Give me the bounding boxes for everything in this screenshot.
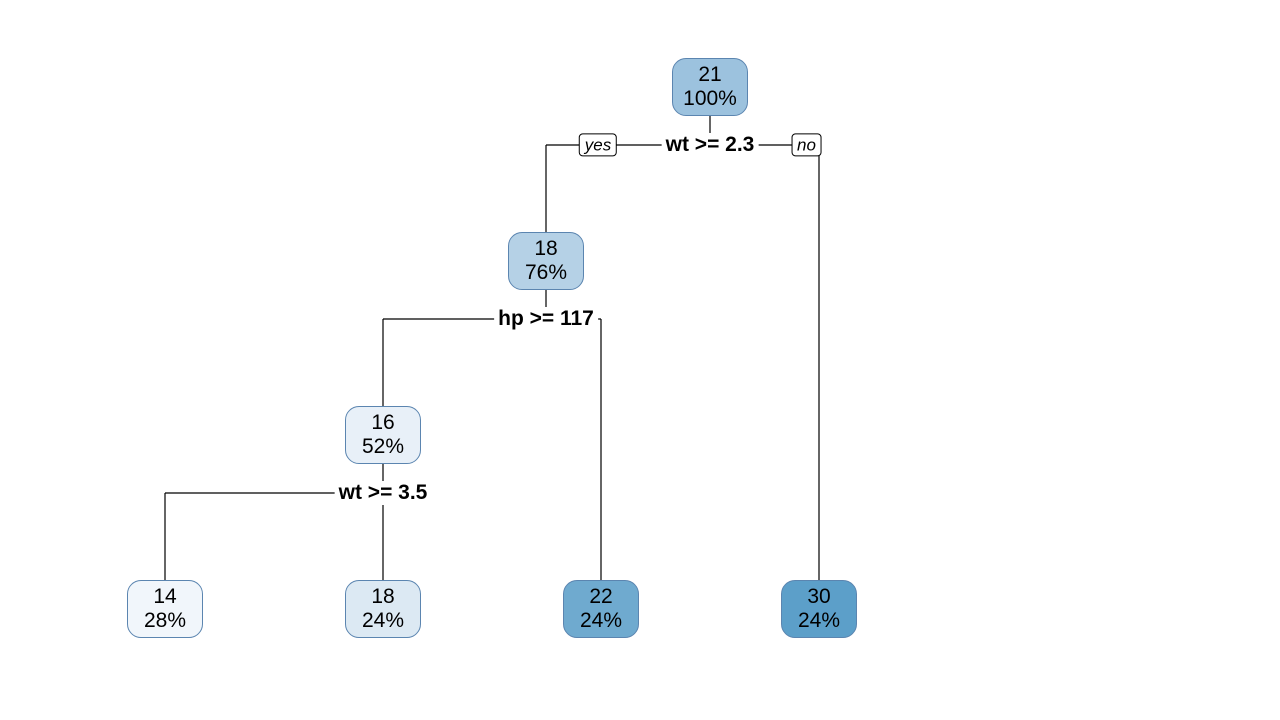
node-value: 22 <box>589 585 612 609</box>
node-value: 18 <box>534 237 557 261</box>
tree-node: 1876% <box>508 232 584 290</box>
node-percent: 100% <box>683 87 737 111</box>
node-value: 16 <box>371 411 394 435</box>
node-percent: 24% <box>580 609 622 633</box>
tree-node: 1652% <box>345 406 421 464</box>
decision-tree-diagram: 21100%1876%1652%1428%1824%2224%3024%wt >… <box>0 0 1280 720</box>
node-value: 14 <box>153 585 176 609</box>
tree-node: 1824% <box>345 580 421 638</box>
node-percent: 52% <box>362 435 404 459</box>
node-percent: 24% <box>362 609 404 633</box>
node-value: 30 <box>807 585 830 609</box>
node-percent: 28% <box>144 609 186 633</box>
node-percent: 76% <box>525 261 567 285</box>
branch-label-no: no <box>791 133 822 156</box>
node-percent: 24% <box>798 609 840 633</box>
split-label: wt >= 2.3 <box>662 133 759 157</box>
node-value: 18 <box>371 585 394 609</box>
tree-node: 2224% <box>563 580 639 638</box>
tree-node: 3024% <box>781 580 857 638</box>
split-label: hp >= 117 <box>494 307 598 331</box>
node-value: 21 <box>698 63 721 87</box>
branch-label-yes: yes <box>579 133 617 156</box>
tree-node: 21100% <box>672 58 748 116</box>
tree-node: 1428% <box>127 580 203 638</box>
split-label: wt >= 3.5 <box>335 481 432 505</box>
